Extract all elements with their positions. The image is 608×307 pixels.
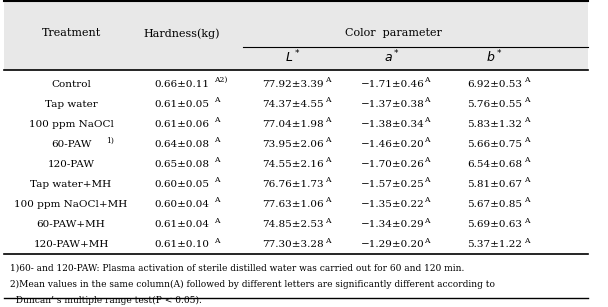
Text: A: A (424, 196, 430, 204)
Text: A: A (325, 76, 331, 84)
Text: 5.37±1.22: 5.37±1.22 (467, 240, 522, 249)
Text: $\mathit{b}^*$: $\mathit{b}^*$ (486, 49, 503, 65)
Text: 0.61±0.06: 0.61±0.06 (154, 120, 210, 129)
Text: 76.76±1.73: 76.76±1.73 (262, 180, 324, 189)
Text: Control: Control (51, 80, 91, 89)
Text: A: A (424, 157, 430, 165)
Text: A: A (214, 96, 219, 104)
Text: A: A (214, 136, 219, 144)
Text: A: A (524, 96, 530, 104)
Text: A: A (524, 216, 530, 224)
Text: 6.92±0.53: 6.92±0.53 (467, 80, 522, 89)
Text: −1.29±0.20: −1.29±0.20 (361, 240, 424, 249)
Text: 0.65±0.08: 0.65±0.08 (154, 160, 210, 169)
Text: −1.35±0.22: −1.35±0.22 (361, 200, 424, 209)
Text: −1.34±0.29: −1.34±0.29 (361, 220, 424, 229)
Text: A: A (424, 116, 430, 124)
Text: 74.55±2.16: 74.55±2.16 (262, 160, 324, 169)
Text: 2)Mean values in the same column(A) followed by different letters are significan: 2)Mean values in the same column(A) foll… (10, 280, 495, 289)
Text: A: A (325, 136, 331, 144)
Text: A: A (524, 157, 530, 165)
Text: 5.81±0.67: 5.81±0.67 (467, 180, 522, 189)
Text: A: A (325, 237, 331, 245)
Text: A: A (214, 237, 219, 245)
Text: A: A (524, 237, 530, 245)
Text: A: A (325, 116, 331, 124)
Text: A: A (524, 76, 530, 84)
Text: 1): 1) (106, 137, 114, 145)
Text: 120-PAW: 120-PAW (47, 160, 94, 169)
Text: A: A (524, 177, 530, 185)
Text: 74.85±2.53: 74.85±2.53 (262, 220, 324, 229)
Text: −1.46±0.20: −1.46±0.20 (361, 140, 424, 149)
Text: 77.30±3.28: 77.30±3.28 (262, 240, 324, 249)
Text: Duncan’ s multiple range test(P < 0.05).: Duncan’ s multiple range test(P < 0.05). (10, 296, 201, 305)
FancyBboxPatch shape (4, 2, 588, 70)
Text: A: A (424, 237, 430, 245)
Text: 74.37±4.55: 74.37±4.55 (262, 100, 324, 109)
Text: Tap water: Tap water (44, 100, 97, 109)
Text: A: A (214, 116, 219, 124)
Text: A: A (325, 216, 331, 224)
Text: 0.66±0.11: 0.66±0.11 (154, 80, 210, 89)
Text: 100 ppm NaOCl+MH: 100 ppm NaOCl+MH (15, 200, 128, 209)
Text: 120-PAW+MH: 120-PAW+MH (33, 240, 109, 249)
Text: Color  parameter: Color parameter (345, 29, 442, 38)
Text: 0.60±0.04: 0.60±0.04 (154, 200, 210, 209)
Text: 5.83±1.32: 5.83±1.32 (467, 120, 522, 129)
Text: 0.64±0.08: 0.64±0.08 (154, 140, 210, 149)
Text: 77.63±1.06: 77.63±1.06 (262, 200, 324, 209)
Text: A: A (424, 76, 430, 84)
Text: 6.54±0.68: 6.54±0.68 (467, 160, 522, 169)
Text: A: A (524, 196, 530, 204)
Text: −1.37±0.38: −1.37±0.38 (361, 100, 424, 109)
Text: A: A (424, 96, 430, 104)
Text: 0.60±0.05: 0.60±0.05 (154, 180, 210, 189)
Text: $\mathit{L}^*$: $\mathit{L}^*$ (285, 49, 301, 65)
Text: A: A (325, 157, 331, 165)
Text: 5.69±0.63: 5.69±0.63 (467, 220, 522, 229)
Text: $\mathit{a}^*$: $\mathit{a}^*$ (384, 49, 401, 65)
Text: 0.61±0.10: 0.61±0.10 (154, 240, 210, 249)
Text: A: A (524, 136, 530, 144)
Text: 0.61±0.04: 0.61±0.04 (154, 220, 210, 229)
Text: A: A (424, 136, 430, 144)
Text: A: A (325, 196, 331, 204)
Text: A2): A2) (214, 76, 227, 84)
Text: 60-PAW+MH: 60-PAW+MH (36, 220, 105, 229)
Text: Hardness(kg): Hardness(kg) (143, 28, 220, 39)
Text: 77.04±1.98: 77.04±1.98 (262, 120, 324, 129)
Text: 1)60- and 120-PAW: Plasma activation of sterile distilled water was carried out : 1)60- and 120-PAW: Plasma activation of … (10, 263, 464, 272)
Text: A: A (524, 116, 530, 124)
Text: −1.70±0.26: −1.70±0.26 (361, 160, 424, 169)
Text: −1.57±0.25: −1.57±0.25 (361, 180, 424, 189)
Text: A: A (214, 216, 219, 224)
Text: Tap water+MH: Tap water+MH (30, 180, 112, 189)
Text: −1.38±0.34: −1.38±0.34 (361, 120, 424, 129)
Text: A: A (214, 177, 219, 185)
Text: 77.92±3.39: 77.92±3.39 (262, 80, 324, 89)
Text: 60-PAW: 60-PAW (51, 140, 91, 149)
Text: A: A (214, 196, 219, 204)
Text: 73.95±2.06: 73.95±2.06 (262, 140, 324, 149)
Text: A: A (424, 177, 430, 185)
Text: 5.76±0.55: 5.76±0.55 (467, 100, 522, 109)
Text: Treatment: Treatment (41, 29, 101, 38)
Text: A: A (325, 96, 331, 104)
Text: A: A (325, 177, 331, 185)
Text: A: A (214, 157, 219, 165)
Text: A: A (424, 216, 430, 224)
Text: 5.67±0.85: 5.67±0.85 (467, 200, 522, 209)
Text: 5.66±0.75: 5.66±0.75 (467, 140, 522, 149)
Text: 0.61±0.05: 0.61±0.05 (154, 100, 210, 109)
Text: −1.71±0.46: −1.71±0.46 (361, 80, 424, 89)
Text: 100 ppm NaOCl: 100 ppm NaOCl (29, 120, 114, 129)
